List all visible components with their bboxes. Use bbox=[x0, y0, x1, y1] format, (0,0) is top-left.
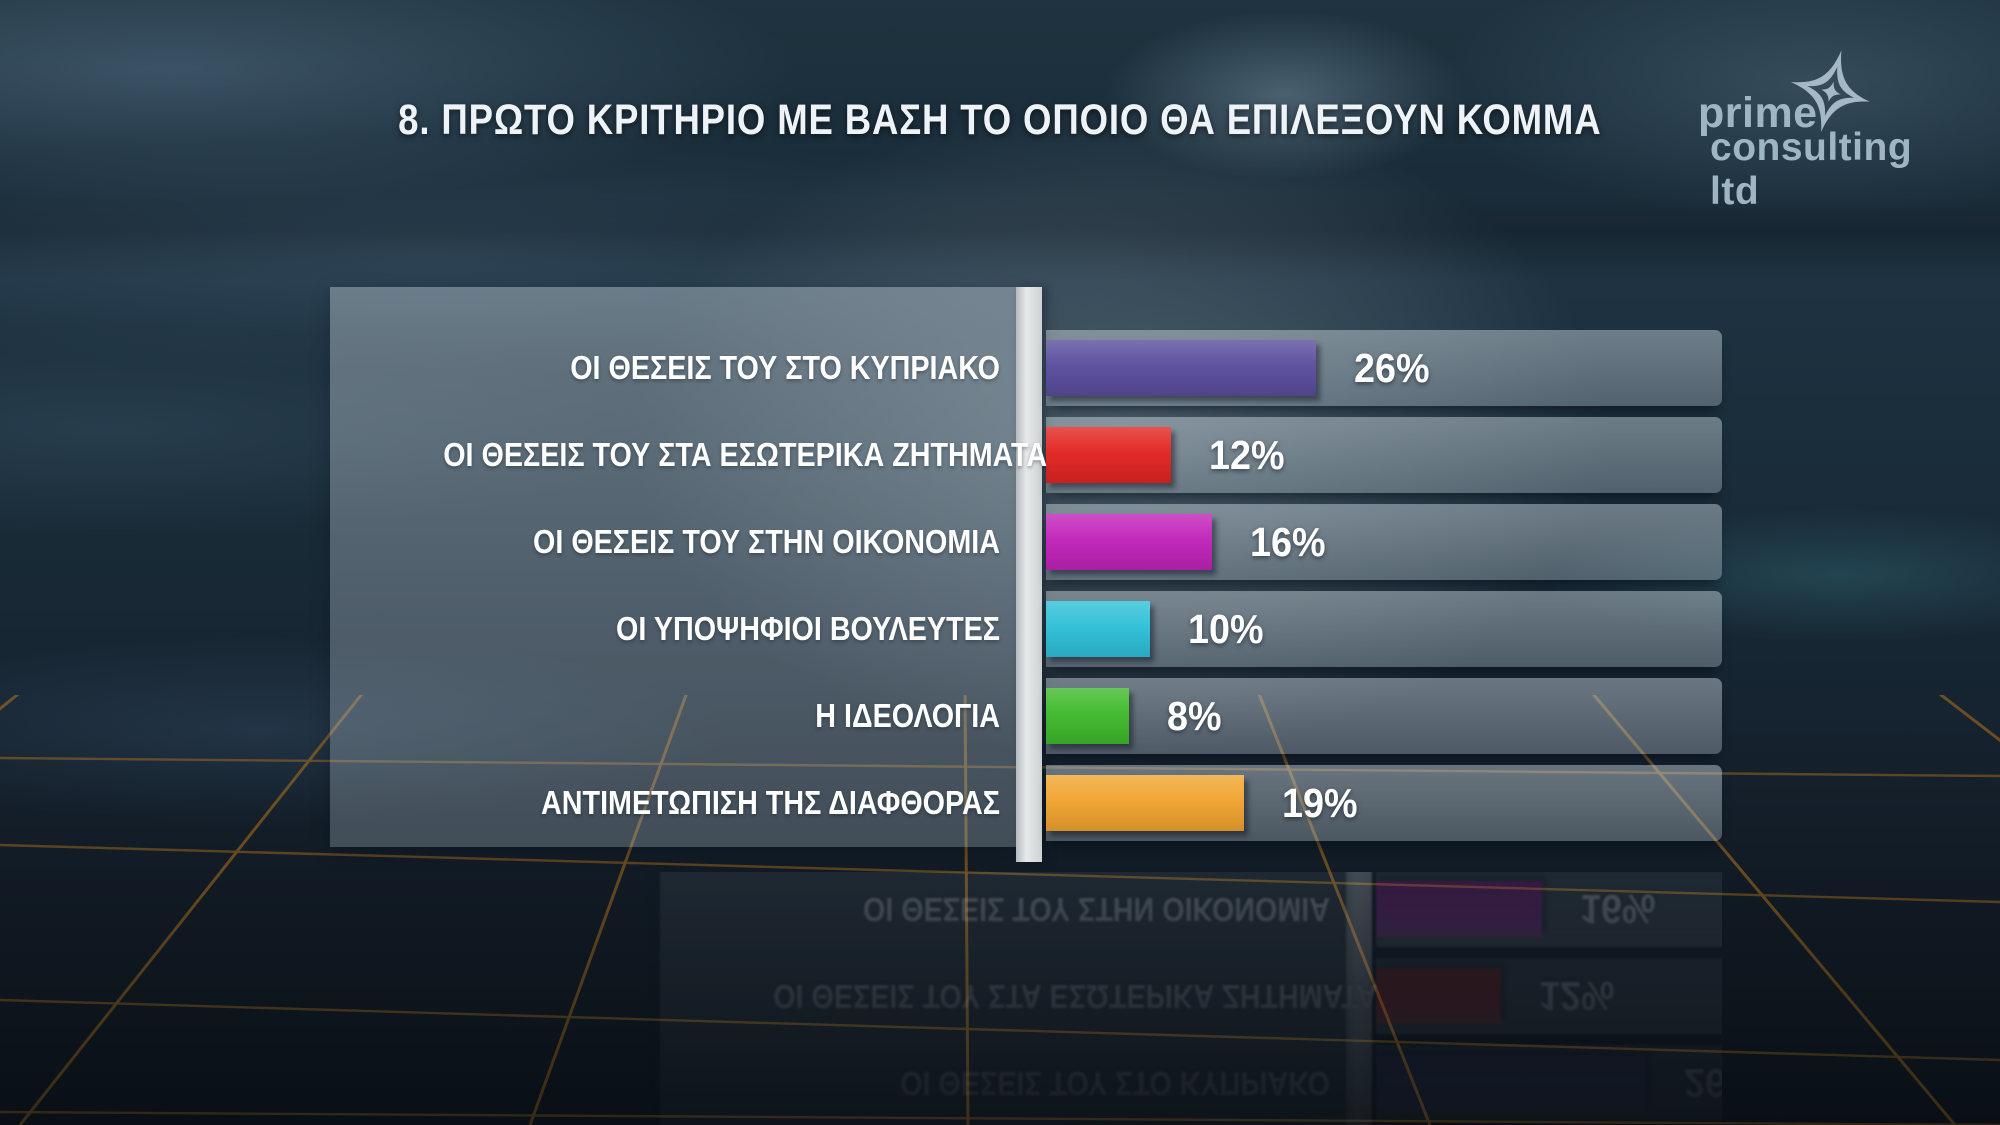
value-label: 10% bbox=[1188, 606, 1264, 652]
bar-track bbox=[1046, 678, 1722, 754]
logo-line2: consulting ltd bbox=[1710, 126, 1913, 213]
category-label: ΟΙ ΥΠΟΨΗΦΙΟΙ ΒΟΥΛΕΥΤΕΣ bbox=[616, 610, 1000, 647]
value-label: 26% bbox=[1354, 345, 1430, 391]
bar-track bbox=[1046, 591, 1722, 667]
value-label: 16% bbox=[1250, 519, 1326, 565]
bar-ypopsifioi bbox=[1046, 601, 1150, 657]
page-title-text: 8. ΠΡΩΤΟ ΚΡΙΤΗΡΙΟ ΜΕ ΒΑΣΗ ΤΟ ΟΠΟΙΟ ΘΑ ΕΠ… bbox=[398, 96, 1602, 144]
page-title: 8. ΠΡΩΤΟ ΚΡΙΤΗΡΙΟ ΜΕ ΒΑΣΗ ΤΟ ΟΠΟΙΟ ΘΑ ΕΠ… bbox=[0, 96, 2000, 145]
category-label: ΟΙ ΘΕΣΕΙΣ ΤΟΥ ΣΤΗΝ ΟΙΚΟΝΟΜΙΑ bbox=[533, 523, 1000, 560]
value-label: 19% bbox=[1282, 780, 1358, 826]
category-label: ΟΙ ΘΕΣΕΙΣ ΤΟΥ ΣΤΑ ΕΣΩΤΕΡΙΚΑ ΖΗΤΗΜΑΤΑ bbox=[443, 436, 1048, 473]
chart-row: ΟΙ ΘΕΣΕΙΣ ΤΟΥ ΣΤΟ ΚΥΠΡΙΑΚΟ 26% bbox=[330, 330, 1722, 406]
value-label: 8% bbox=[1167, 693, 1222, 739]
category-label: Η ΙΔΕΟΛΟΓΙΑ bbox=[815, 697, 1000, 734]
bar-kypriako bbox=[1046, 340, 1316, 396]
category-label: ΟΙ ΘΕΣΕΙΣ ΤΟΥ ΣΤΟ ΚΥΠΡΙΑΚΟ bbox=[570, 349, 1000, 386]
chart-row: Η ΙΔΕΟΛΟΓΙΑ 8% bbox=[330, 678, 1722, 754]
bar-diafthora bbox=[1046, 775, 1244, 831]
label-panel bbox=[330, 287, 1016, 847]
category-label: ΑΝΤΙΜΕΤΩΠΙΣΗ ΤΗΣ ΔΙΑΦΘΟΡΑΣ bbox=[541, 784, 1000, 821]
value-label: 12% bbox=[1209, 432, 1285, 478]
chart-row: ΟΙ ΘΕΣΕΙΣ ΤΟΥ ΣΤΑ ΕΣΩΤΕΡΙΚΑ ΖΗΤΗΜΑΤΑ 12% bbox=[330, 417, 1722, 493]
axis-line bbox=[1016, 287, 1042, 862]
bar-esoterika bbox=[1046, 427, 1171, 483]
logo-line1: prime bbox=[1698, 89, 1818, 137]
bar-ideologia bbox=[1046, 688, 1129, 744]
chart-row: ΑΝΤΙΜΕΤΩΠΙΣΗ ΤΗΣ ΔΙΑΦΘΟΡΑΣ 19% bbox=[330, 765, 1722, 841]
chart-row: ΟΙ ΥΠΟΨΗΦΙΟΙ ΒΟΥΛΕΥΤΕΣ 10% bbox=[330, 591, 1722, 667]
chart-row: ΟΙ ΘΕΣΕΙΣ ΤΟΥ ΣΤΗΝ ΟΙΚΟΝΟΜΙΑ 16% bbox=[330, 504, 1722, 580]
criteria-bar-chart: ΟΙ ΘΕΣΕΙΣ ΤΟΥ ΣΤΟ ΚΥΠΡΙΑΚΟ 26% ΟΙ ΘΕΣΕΙΣ… bbox=[330, 287, 1722, 866]
prime-consulting-logo: prime consulting ltd bbox=[1690, 40, 1920, 213]
four-point-star-icon bbox=[1790, 50, 1870, 133]
bar-oikonomia bbox=[1046, 514, 1212, 570]
